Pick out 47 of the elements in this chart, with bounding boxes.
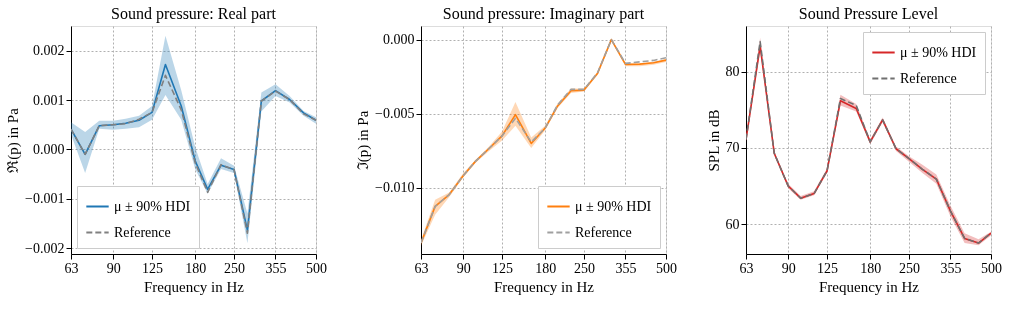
x-tick-label: 250 (899, 260, 921, 276)
y-tick-label: 60 (725, 216, 740, 232)
y-tick-label: −0.010 (375, 180, 415, 196)
x-tick-label: 90 (781, 260, 796, 276)
x-tick-label: 355 (265, 260, 287, 276)
x-tick-label: 500 (981, 260, 1002, 276)
x-tick-label: 125 (142, 260, 164, 276)
chart-title: Sound pressure: Real part (111, 5, 277, 23)
y-tick-label: 70 (725, 140, 740, 156)
x-tick-label: 355 (615, 260, 637, 276)
x-tick-label: 500 (656, 260, 677, 276)
y-tick-label: −0.005 (375, 106, 415, 122)
y-axis-title: SPL in dB (705, 109, 722, 172)
y-tick-label: 0.001 (33, 92, 65, 108)
x-tick-label: 90 (456, 260, 471, 276)
y-tick-label: −0.001 (25, 191, 65, 207)
x-tick-label: 125 (817, 260, 839, 276)
x-tick-label: 250 (224, 260, 246, 276)
x-tick-label: 180 (185, 260, 207, 276)
y-tick-label: 0.000 (383, 32, 415, 48)
y-tick-label: 0.000 (33, 141, 65, 157)
chart-title: Sound pressure: Imaginary part (442, 5, 645, 23)
legend-label: Reference (114, 224, 171, 240)
y-tick-label: −0.002 (25, 240, 65, 256)
x-tick-label: 63 (64, 260, 79, 276)
x-tick-label: 250 (574, 260, 596, 276)
chart-title: Sound Pressure Level (798, 5, 939, 22)
x-tick-label: 180 (535, 260, 557, 276)
legend-label: Reference (575, 224, 632, 240)
x-tick-label: 500 (306, 260, 327, 276)
legend-label: μ ± 90% HDI (114, 198, 191, 214)
legend-label: μ ± 90% HDI (575, 198, 652, 214)
legend-label: Reference (900, 70, 957, 86)
y-tick-label: 80 (725, 64, 740, 80)
x-tick-label: 90 (106, 260, 121, 276)
x-tick-label: 63 (414, 260, 429, 276)
y-axis-title: ℜ(p) in Pa (5, 107, 23, 173)
x-axis-title: Frequency in Hz (494, 278, 595, 295)
y-tick-label: 0.002 (33, 43, 65, 59)
x-tick-label: 355 (940, 260, 962, 276)
x-axis-title: Frequency in Hz (144, 278, 245, 295)
legend-label: μ ± 90% HDI (900, 44, 977, 60)
x-tick-label: 63 (739, 260, 754, 276)
x-tick-label: 125 (492, 260, 514, 276)
y-axis-title: ℑ(p) in Pa (355, 110, 373, 171)
x-tick-label: 180 (860, 260, 882, 276)
x-axis-title: Frequency in Hz (819, 278, 920, 295)
